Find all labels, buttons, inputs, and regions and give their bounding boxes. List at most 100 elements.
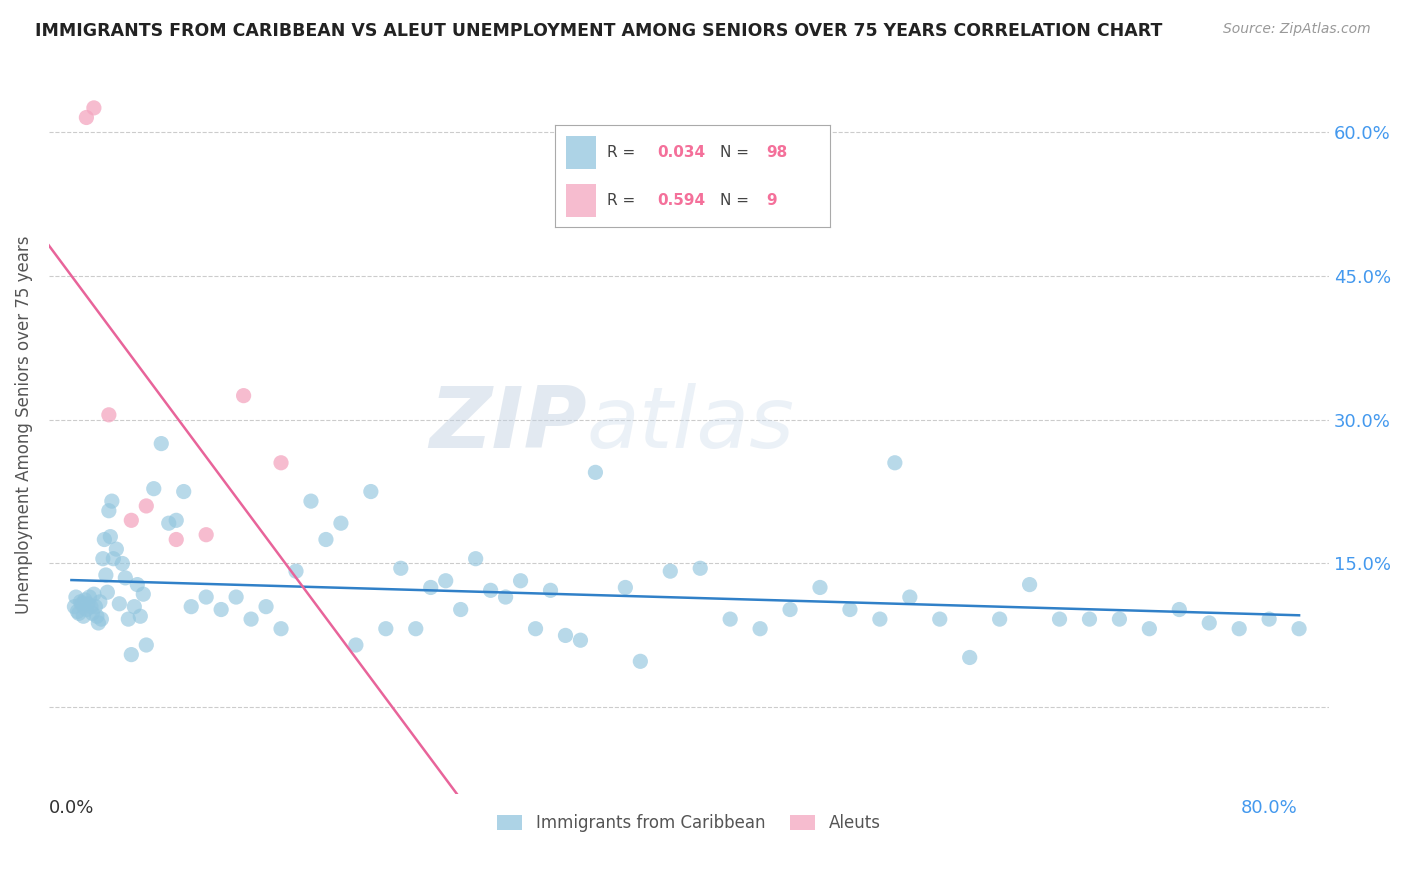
Point: [135, 499, 157, 513]
Point: [718, 612, 741, 626]
Point: [150, 436, 173, 450]
Point: [315, 533, 337, 547]
Point: [749, 622, 772, 636]
Point: [898, 590, 921, 604]
Point: [165, 533, 187, 547]
Point: [232, 389, 254, 403]
Point: [75, 602, 97, 616]
Point: [86, 609, 108, 624]
Text: Source: ZipAtlas.com: Source: ZipAtlas.com: [1223, 22, 1371, 37]
Text: N =: N =: [720, 194, 754, 209]
Point: [108, 597, 131, 611]
Point: [583, 466, 606, 480]
Point: [93, 533, 115, 547]
Point: [405, 622, 427, 636]
Point: [157, 516, 180, 531]
Point: [779, 602, 801, 616]
Point: [66, 604, 89, 618]
Point: [240, 612, 263, 626]
Text: 0.594: 0.594: [657, 194, 704, 209]
Legend: Immigrants from Caribbean, Aleuts: Immigrants from Caribbean, Aleuts: [489, 806, 889, 841]
Point: [180, 599, 202, 614]
Y-axis label: Unemployment Among Seniors over 75 years: Unemployment Among Seniors over 75 years: [15, 235, 32, 614]
Point: [299, 494, 322, 508]
Point: [450, 602, 472, 616]
Point: [124, 599, 146, 614]
Point: [659, 564, 682, 578]
Point: [120, 648, 142, 662]
Point: [254, 599, 277, 614]
Point: [97, 504, 120, 518]
Point: [869, 612, 891, 626]
Point: [389, 561, 412, 575]
Point: [135, 638, 157, 652]
Point: [614, 581, 637, 595]
Text: IMMIGRANTS FROM CARIBBEAN VS ALEUT UNEMPLOYMENT AMONG SENIORS OVER 75 YEARS CORR: IMMIGRANTS FROM CARIBBEAN VS ALEUT UNEMP…: [35, 22, 1163, 40]
Point: [928, 612, 950, 626]
Point: [96, 585, 118, 599]
Text: atlas: atlas: [586, 383, 794, 466]
Bar: [567, 136, 596, 169]
Point: [839, 602, 862, 616]
Point: [111, 557, 134, 571]
Point: [479, 583, 502, 598]
Point: [97, 408, 120, 422]
Point: [103, 551, 125, 566]
Point: [374, 622, 396, 636]
Point: [344, 638, 367, 652]
Point: [209, 602, 232, 616]
Text: R =: R =: [607, 194, 641, 209]
Point: [132, 587, 155, 601]
Point: [434, 574, 457, 588]
Point: [98, 530, 121, 544]
Point: [1168, 602, 1191, 616]
Point: [65, 590, 87, 604]
Point: [105, 542, 128, 557]
Point: [69, 595, 91, 609]
Point: [72, 609, 94, 624]
Point: [101, 494, 124, 508]
Text: 0.034: 0.034: [657, 145, 704, 160]
Point: [540, 583, 562, 598]
Text: 98: 98: [766, 145, 787, 160]
Point: [808, 581, 831, 595]
Text: R =: R =: [607, 145, 641, 160]
Point: [83, 587, 105, 601]
Bar: [567, 185, 596, 218]
Point: [73, 593, 96, 607]
Text: N =: N =: [720, 145, 754, 160]
Point: [165, 513, 187, 527]
Point: [91, 551, 114, 566]
Point: [419, 581, 441, 595]
Point: [195, 527, 218, 541]
Point: [89, 595, 111, 609]
Point: [689, 561, 711, 575]
Point: [1258, 612, 1281, 626]
Point: [127, 577, 149, 591]
Point: [225, 590, 247, 604]
Point: [120, 513, 142, 527]
Point: [329, 516, 352, 531]
Point: [1198, 615, 1220, 630]
Point: [84, 599, 107, 614]
Point: [883, 456, 905, 470]
Point: [509, 574, 531, 588]
Point: [464, 551, 486, 566]
Point: [77, 597, 100, 611]
Point: [524, 622, 547, 636]
Point: [80, 599, 103, 614]
Point: [495, 590, 517, 604]
Point: [1288, 622, 1310, 636]
Point: [554, 628, 576, 642]
Point: [173, 484, 195, 499]
Point: [67, 607, 90, 621]
Point: [70, 597, 93, 611]
Point: [270, 622, 292, 636]
Point: [75, 111, 97, 125]
Point: [142, 482, 165, 496]
Point: [83, 101, 105, 115]
Point: [628, 654, 651, 668]
Point: [285, 564, 308, 578]
Point: [79, 590, 101, 604]
Point: [82, 607, 104, 621]
